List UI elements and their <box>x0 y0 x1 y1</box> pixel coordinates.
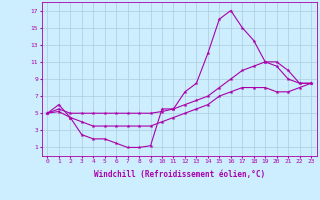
X-axis label: Windchill (Refroidissement éolien,°C): Windchill (Refroidissement éolien,°C) <box>94 170 265 179</box>
